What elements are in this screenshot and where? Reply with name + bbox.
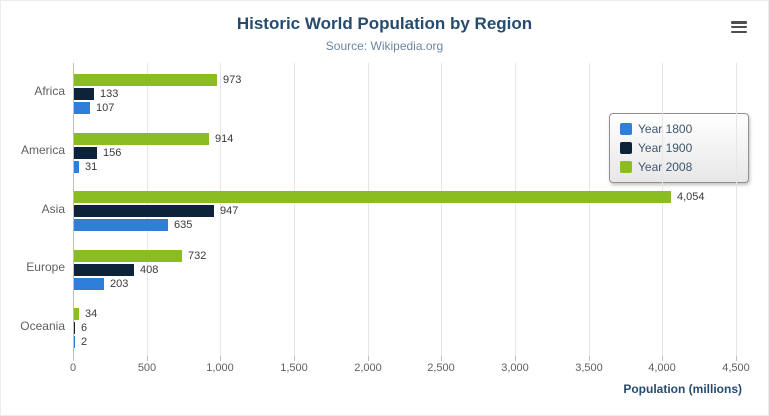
data-label-america-year-2008: 914 [215, 133, 234, 145]
bar-europe-year-1900[interactable] [74, 264, 134, 276]
legend-item-year-1900[interactable]: Year 1900 [620, 141, 738, 155]
export-menu-button[interactable] [731, 21, 747, 33]
category-label-africa: Africa [34, 84, 65, 99]
x-tick-label: 4,500 [722, 362, 750, 374]
bar-asia-year-1800[interactable] [74, 219, 168, 231]
x-tick-label: 2,500 [427, 362, 455, 374]
chart-title: Historic World Population by Region [236, 14, 533, 33]
bar-asia-year-2008[interactable] [74, 191, 671, 203]
category-label-america: America [20, 142, 65, 157]
bar-europe-year-1800[interactable] [74, 278, 104, 290]
bar-oceania-year-1900[interactable] [74, 322, 75, 334]
axis-tick [220, 356, 221, 361]
bar-africa-year-2008[interactable] [74, 74, 217, 86]
axis-tick [147, 356, 148, 361]
bar-africa-year-1800[interactable] [74, 102, 90, 114]
data-label-oceania-year-1800: 2 [81, 336, 88, 348]
bar-america-year-1800[interactable] [74, 161, 79, 173]
bar-america-year-1900[interactable] [74, 147, 97, 159]
axis-tick [736, 356, 737, 361]
data-label-oceania-year-1900: 6 [81, 322, 88, 334]
legend-item-year-1800[interactable]: Year 1800 [620, 122, 738, 136]
axis-tick [589, 356, 590, 361]
x-tick-label: 1,500 [280, 362, 308, 374]
legend: Year 1800 Year 1900 Year 2008 [609, 113, 749, 183]
x-tick-label: 0 [69, 362, 77, 374]
bar-europe-year-2008[interactable] [74, 250, 182, 262]
x-tick-label: 500 [137, 362, 157, 374]
gridline [368, 63, 369, 356]
axis-tick [294, 356, 295, 361]
bar-africa-year-1900[interactable] [74, 88, 94, 100]
chart-subtitle: Source: Wikipedia.org [325, 39, 444, 53]
x-tick-label: 4,000 [648, 362, 676, 374]
gridline [736, 63, 737, 356]
legend-swatch-icon [620, 142, 632, 154]
gridline [441, 63, 442, 356]
data-label-africa-year-1900: 133 [100, 88, 119, 100]
data-label-europe-year-1900: 408 [140, 264, 159, 276]
hamburger-icon [731, 25, 747, 29]
data-label-africa-year-1800: 107 [96, 102, 115, 114]
data-label-asia-year-1800: 635 [174, 219, 193, 231]
legend-label: Year 2008 [638, 160, 693, 174]
gridline [662, 63, 663, 356]
legend-label: Year 1900 [638, 141, 693, 155]
axis-tick [368, 356, 369, 361]
category-label-europe: Europe [26, 260, 65, 275]
data-label-oceania-year-2008: 34 [85, 308, 98, 320]
data-label-asia-year-2008: 4,054 [677, 191, 705, 203]
x-tick-label: 3,500 [575, 362, 603, 374]
x-tick-label: 3,000 [501, 362, 529, 374]
legend-swatch-icon [620, 161, 632, 173]
hamburger-icon [731, 30, 747, 33]
x-tick-label: 2,000 [354, 362, 382, 374]
gridline [220, 63, 221, 356]
category-label-oceania: Oceania [20, 318, 65, 333]
legend-item-year-2008[interactable]: Year 2008 [620, 160, 738, 174]
data-label-america-year-1800: 31 [85, 161, 98, 173]
data-label-america-year-1900: 156 [103, 147, 122, 159]
data-label-europe-year-2008: 732 [188, 250, 207, 262]
gridline [589, 63, 590, 356]
category-label-asia: Asia [41, 201, 65, 216]
axis-tick [662, 356, 663, 361]
axis-tick [515, 356, 516, 361]
bar-america-year-2008[interactable] [74, 133, 209, 145]
data-label-africa-year-2008: 973 [223, 74, 242, 86]
gridline [515, 63, 516, 356]
hamburger-icon [731, 21, 747, 24]
x-tick-label: 1,000 [206, 362, 234, 374]
bar-oceania-year-1800[interactable] [74, 336, 75, 348]
data-label-asia-year-1900: 947 [220, 205, 239, 217]
bar-oceania-year-2008[interactable] [74, 308, 79, 320]
gridline [294, 63, 295, 356]
legend-swatch-icon [620, 123, 632, 135]
x-axis-title: Population (millions) [623, 382, 742, 396]
data-label-europe-year-1800: 203 [110, 278, 129, 290]
bar-asia-year-1900[interactable] [74, 205, 214, 217]
category-axis-line [73, 63, 74, 356]
axis-tick [441, 356, 442, 361]
axis-tick [73, 356, 74, 361]
legend-label: Year 1800 [638, 122, 693, 136]
